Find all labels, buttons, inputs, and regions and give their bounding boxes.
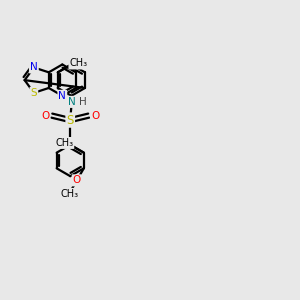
- Text: O: O: [91, 111, 99, 121]
- Text: O: O: [73, 176, 81, 185]
- Text: N: N: [68, 97, 76, 107]
- Text: N: N: [30, 62, 38, 73]
- Text: N: N: [58, 91, 66, 101]
- Text: S: S: [67, 114, 74, 127]
- Text: O: O: [41, 111, 50, 121]
- Text: CH₃: CH₃: [55, 138, 73, 148]
- Text: CH₃: CH₃: [69, 58, 88, 68]
- Text: H: H: [79, 97, 87, 107]
- Text: S: S: [31, 88, 37, 98]
- Text: CH₃: CH₃: [61, 189, 79, 199]
